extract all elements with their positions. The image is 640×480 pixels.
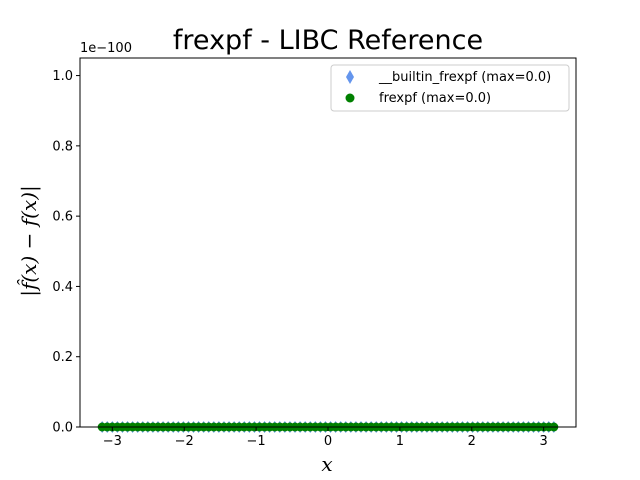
legend-series-1: __builtin_frexpf (max=0.0)	[378, 70, 551, 85]
x-tick-label: 1	[396, 434, 404, 449]
x-axis-label: x	[321, 452, 332, 476]
y-tick-label: 1.0	[52, 69, 73, 84]
legend-diamond-marker	[346, 70, 354, 84]
y-tick-label: 0.2	[52, 350, 73, 365]
y-offset-text: 1e−100	[80, 41, 132, 56]
y-tick-label: 0.8	[52, 139, 73, 154]
y-axis: 0.0 0.2 0.4 0.6 0.8 1.0	[52, 69, 80, 436]
x-tick-label: 0	[324, 434, 332, 449]
y-tick-label: 0.6	[52, 210, 73, 225]
legend: __builtin_frexpf (max=0.0) frexpf (max=0…	[330, 64, 570, 112]
legend-series-2: frexpf (max=0.0)	[379, 91, 491, 106]
x-tick-label: 2	[468, 434, 476, 449]
x-axis: −3 −2 −1 0 1 2 3	[103, 427, 548, 449]
y-tick-label: 0.4	[52, 280, 73, 295]
y-tick-label: 0.0	[52, 421, 73, 436]
x-tick-label: −1	[247, 434, 266, 449]
x-tick-label: −3	[103, 434, 122, 449]
legend-box	[330, 64, 570, 112]
x-tick-label: 3	[540, 434, 548, 449]
x-tick-label: −2	[175, 434, 194, 449]
legend-circle-marker	[345, 93, 355, 103]
y-axis-label: |f̂(x) − f(x)|	[17, 185, 42, 297]
plot-frame	[79, 57, 577, 428]
chart-title: frexpf - LIBC Reference	[173, 25, 483, 56]
